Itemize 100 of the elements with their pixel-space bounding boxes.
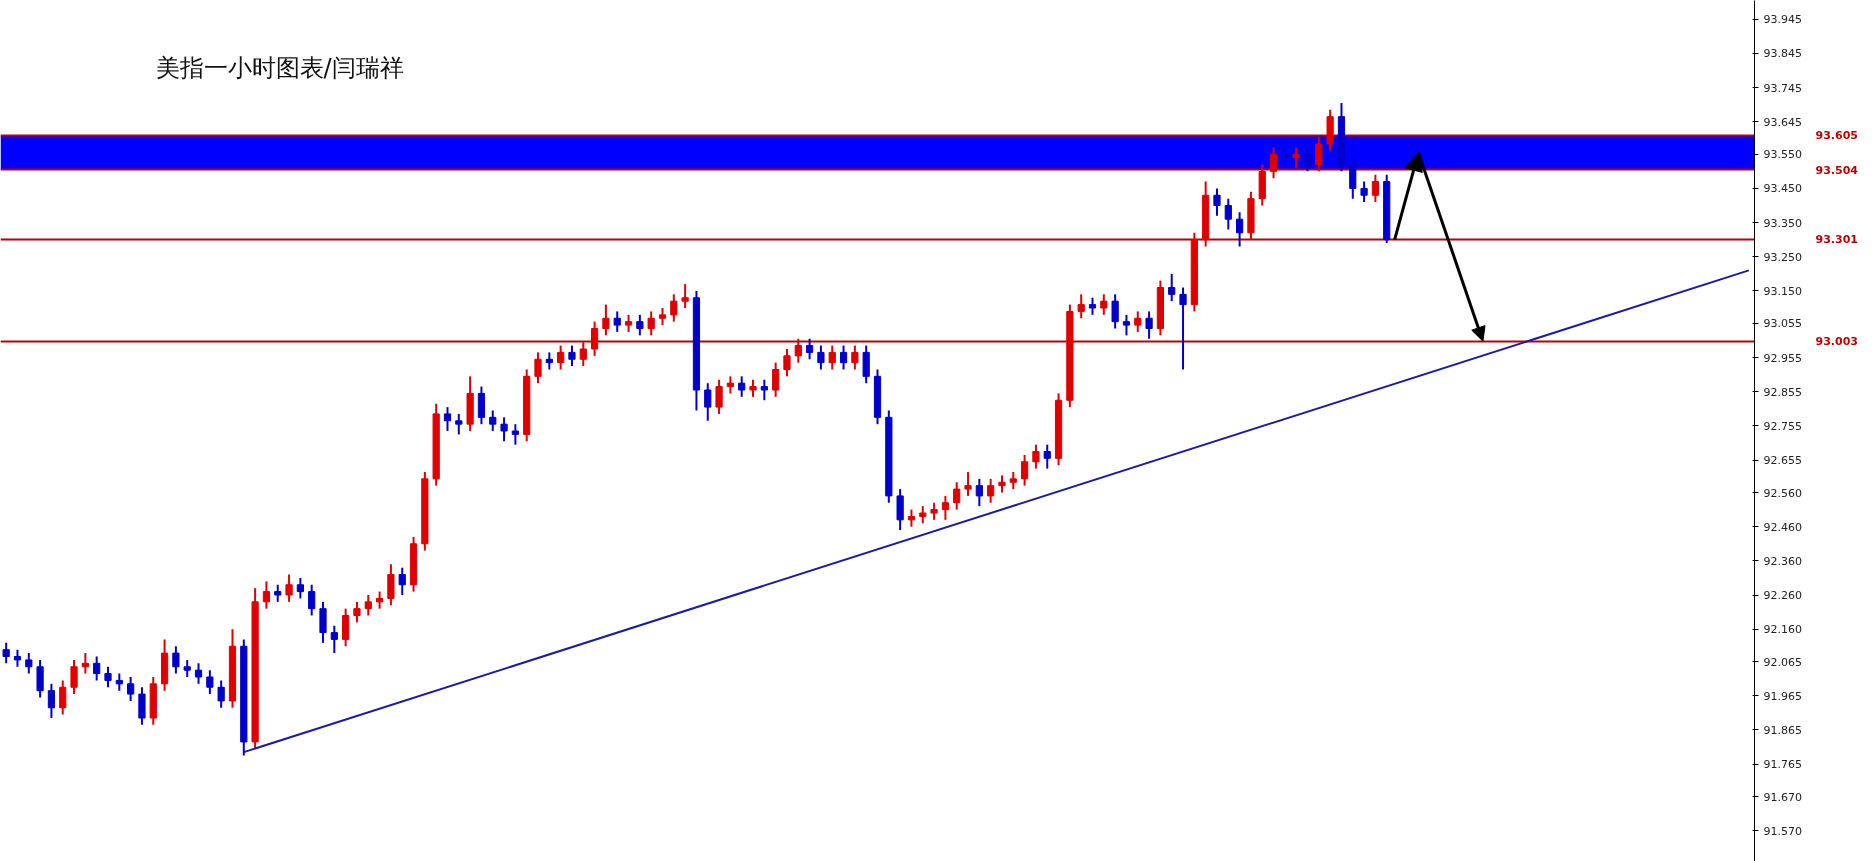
- candlestick: [489, 409, 497, 432]
- candlestick: [1100, 293, 1108, 316]
- candlestick: [1360, 180, 1368, 204]
- candlestick: [70, 658, 78, 696]
- candlestick: [1236, 211, 1244, 248]
- candlestick: [511, 423, 519, 446]
- y-tick-label: 93.745: [1763, 81, 1802, 95]
- candlestick: [1145, 310, 1153, 340]
- y-tick-label: 92.260: [1763, 589, 1802, 602]
- y-tick-label: 91.765: [1763, 758, 1802, 772]
- candlestick: [1281, 146, 1289, 169]
- candlestick: [715, 378, 723, 415]
- candlestick: [1349, 156, 1357, 200]
- candlestick: [772, 361, 780, 398]
- candlestick: [557, 344, 565, 371]
- candlestick: [1111, 293, 1119, 330]
- candlestick: [138, 686, 146, 726]
- candlestick: [783, 348, 791, 378]
- candlestick: [342, 607, 350, 648]
- candlestick: [364, 594, 372, 617]
- candlestick: [172, 645, 180, 675]
- text: 美指一小时图表/闫瑞祥: [155, 53, 404, 82]
- candlestick: [839, 344, 848, 371]
- candlestick: [81, 652, 89, 675]
- candlestick: [568, 344, 576, 368]
- y-tick-label: 92.160: [1763, 623, 1802, 637]
- candlestick: [760, 378, 768, 402]
- candlestick: [602, 303, 610, 337]
- y-tick-label: 91.670: [1763, 790, 1802, 804]
- y-tick-label: 93.845: [1763, 47, 1802, 61]
- candlestick: [477, 385, 486, 426]
- candlestick: [953, 481, 961, 511]
- candlestick: [647, 310, 655, 337]
- candlestick: [613, 310, 621, 333]
- y-tick-label: 93.945: [1763, 13, 1802, 27]
- candlestick: [794, 337, 802, 364]
- candlestick: [579, 341, 587, 368]
- y-tick-label: 92.755: [1763, 419, 1802, 433]
- candlestick: [2, 641, 10, 665]
- candlestick: [1315, 136, 1323, 173]
- candlestick: [534, 351, 542, 385]
- candlestick: [194, 662, 203, 685]
- candlestick: [398, 566, 406, 596]
- ref-line-label: 93.301: [1815, 233, 1858, 247]
- y-tick-label: 93.350: [1763, 216, 1802, 230]
- candlestick: [319, 600, 327, 644]
- y-tick-label: 92.655: [1763, 454, 1802, 468]
- candlestick: [104, 665, 112, 689]
- candlestick: [296, 576, 304, 600]
- candlestick: [455, 412, 463, 436]
- candlestick: [1134, 310, 1142, 333]
- y-tick-label: 92.855: [1763, 385, 1802, 399]
- candlestick: [443, 406, 452, 432]
- y-tick-label: 93.450: [1763, 182, 1802, 196]
- candlestick: [964, 471, 972, 497]
- y-tick-label: 93.150: [1763, 284, 1802, 298]
- candlestick: [670, 293, 678, 323]
- candlestick: [805, 337, 814, 361]
- candlestick: [1371, 173, 1380, 204]
- candlestick: [987, 477, 995, 504]
- y-tick-label: 93.250: [1763, 250, 1802, 264]
- candlestick: [1122, 313, 1131, 337]
- ref-line-label: 93.605: [1815, 129, 1858, 143]
- y-tick-label: 91.570: [1763, 824, 1802, 838]
- ref-line-label: 93.003: [1815, 335, 1858, 349]
- ref-line-label: 93.504: [1815, 163, 1859, 177]
- candlestick: [47, 682, 56, 719]
- candlestick: [590, 320, 599, 357]
- candlestick: [127, 676, 135, 702]
- candlestick: [308, 583, 316, 617]
- candlestick: [1021, 453, 1029, 487]
- y-tick-label: 92.065: [1763, 655, 1802, 669]
- candlestick: [36, 658, 44, 699]
- candlestick: [828, 344, 836, 371]
- y-tick-label: 93.550: [1763, 148, 1802, 162]
- y-tick-label: 92.955: [1763, 351, 1802, 365]
- candlestick: [896, 488, 904, 532]
- candlestick: [262, 580, 271, 610]
- candlestick: [636, 313, 644, 337]
- y-tick-label: 92.460: [1763, 520, 1802, 534]
- candlestick: [862, 344, 870, 385]
- candlestick: [25, 652, 33, 675]
- y-tick-label: 92.560: [1763, 486, 1802, 500]
- candlestick: [1168, 272, 1176, 303]
- candlestick: [1292, 146, 1300, 169]
- candlestick: [59, 679, 67, 716]
- y-tick-label: 91.965: [1763, 689, 1802, 703]
- y-tick-label: 92.360: [1763, 554, 1802, 568]
- candlestick: [206, 669, 214, 696]
- candlestick: [1032, 443, 1040, 470]
- candlestick: [704, 382, 712, 422]
- candlestick: [1179, 286, 1187, 371]
- y-tick-label: 91.865: [1763, 723, 1802, 737]
- candlestick: [1269, 146, 1278, 180]
- candlestick: [217, 679, 225, 709]
- candlestick: [1303, 146, 1312, 173]
- candlestick: [817, 344, 825, 371]
- y-tick-label: 93.645: [1763, 115, 1802, 129]
- candlestick: [1077, 293, 1085, 320]
- candlestick: [851, 344, 859, 371]
